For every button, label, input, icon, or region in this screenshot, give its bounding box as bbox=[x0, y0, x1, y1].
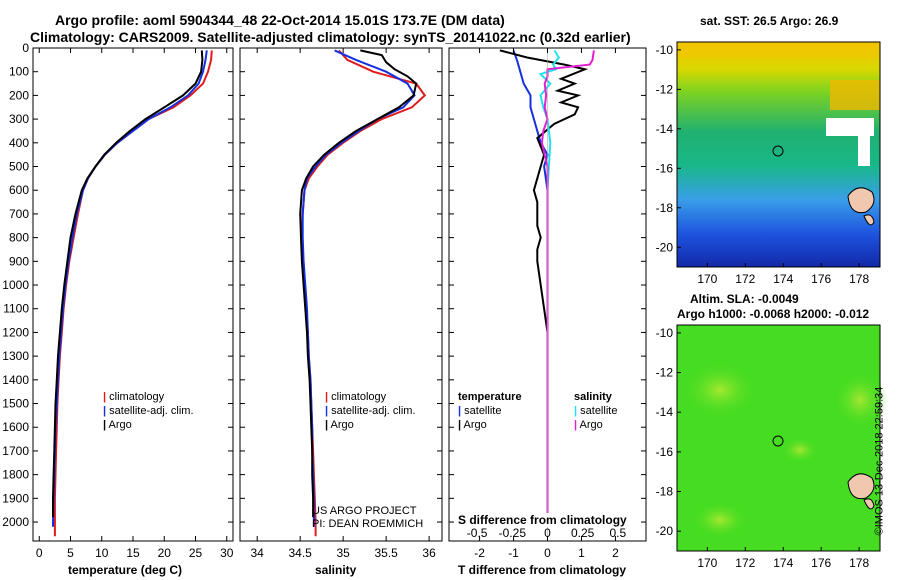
credit-stamp: ©IMOS 13-Dec-2018 22:59:34 bbox=[873, 386, 886, 536]
x-tick-label: 10 bbox=[95, 546, 109, 560]
map-y-tick-label: -14 bbox=[656, 122, 674, 136]
map-x-tick-label: 170 bbox=[697, 272, 717, 286]
s-diff-tick-label: 0 bbox=[544, 526, 551, 540]
series-line-argo-2 bbox=[499, 49, 589, 518]
x-tick-label: 35 bbox=[336, 546, 350, 560]
x-tick-label: 20 bbox=[158, 546, 172, 560]
s-diff-tick-label: 0.25 bbox=[571, 526, 595, 540]
page-title-line2: Climatology: CARS2009. Satellite-adjuste… bbox=[30, 29, 631, 45]
x-tick-label: 0 bbox=[36, 546, 43, 560]
y-tick-label: 300 bbox=[9, 112, 29, 126]
t-difference-xlabel: T difference from climatology bbox=[458, 563, 627, 577]
y-tick-label: 1400 bbox=[2, 373, 29, 387]
y-tick-label: 1000 bbox=[2, 278, 29, 292]
map-y-tick-label: -14 bbox=[656, 405, 674, 419]
diff-legend-temperature: temperature | satellite | Argo bbox=[458, 391, 522, 431]
y-tick-label: 1900 bbox=[2, 491, 29, 505]
y-tick-label: 600 bbox=[9, 183, 29, 197]
y-tick-label: 2000 bbox=[2, 515, 29, 529]
map-x-tick-label: 174 bbox=[773, 272, 793, 286]
diff-legend-salinity: salinity | satellite | Argo bbox=[574, 391, 618, 431]
page-title-line1: Argo profile: aoml 5904344_48 22-Oct-201… bbox=[55, 12, 505, 28]
x-tick-label: 0 bbox=[544, 546, 551, 560]
legend-entry-satellite: | satellite-adj. clim. bbox=[103, 405, 194, 417]
series-line-climatology-0 bbox=[53, 50, 213, 537]
y-tick-label: 700 bbox=[9, 207, 29, 221]
map-y-tick-label: -18 bbox=[656, 485, 674, 499]
x-tick-label: 34 bbox=[251, 546, 265, 560]
y-tick-label: 200 bbox=[9, 88, 29, 102]
map-y-tick-label: -20 bbox=[656, 240, 674, 254]
legend-entry-climatology: | climatology bbox=[103, 391, 165, 403]
map-y-tick-label: -16 bbox=[656, 445, 674, 459]
map-y-tick-label: -10 bbox=[656, 326, 674, 340]
map-y-tick-label: -12 bbox=[656, 366, 674, 380]
sla-map-title: Altim. SLA: -0.0049 bbox=[690, 292, 799, 306]
s-diff-tick-label: -0.5 bbox=[467, 526, 488, 540]
s-diff-tick-label: 0.5 bbox=[610, 526, 627, 540]
y-tick-label: 0 bbox=[22, 41, 29, 55]
y-tick-label: 1700 bbox=[2, 444, 29, 458]
y-tick-label: 500 bbox=[9, 160, 29, 174]
series-line-argo-1 bbox=[299, 49, 418, 518]
legend-entry-argo: | Argo bbox=[103, 419, 132, 431]
legend-entry-satellite: | satellite-adj. clim. bbox=[325, 405, 416, 417]
y-tick-label: 800 bbox=[9, 231, 29, 245]
map-y-tick-label: -20 bbox=[656, 524, 674, 538]
y-tick-label: 1600 bbox=[2, 420, 29, 434]
project-annotation: US ARGO PROJECT PI: DEAN ROEMMICH bbox=[312, 505, 424, 530]
s-diff-tick-label: -0.25 bbox=[499, 526, 527, 540]
sst-map bbox=[676, 41, 881, 268]
temperature-xlabel: temperature (deg C) bbox=[68, 563, 183, 577]
x-tick-label: 36 bbox=[422, 546, 436, 560]
y-tick-label: 1100 bbox=[3, 302, 29, 316]
x-tick-label: 15 bbox=[126, 546, 140, 560]
map-x-tick-label: 178 bbox=[849, 272, 869, 286]
y-tick-label: 1800 bbox=[2, 468, 29, 482]
map-x-tick-label: 170 bbox=[697, 556, 717, 570]
x-tick-label: 1 bbox=[578, 546, 585, 560]
sla-map-subtitle: Argo h1000: -0.0068 h2000: -0.012 bbox=[677, 307, 870, 321]
map-y-tick-label: -16 bbox=[656, 161, 674, 175]
map-y-tick-label: -18 bbox=[656, 201, 674, 215]
x-tick-label: 5 bbox=[67, 546, 74, 560]
map-x-tick-label: 174 bbox=[773, 556, 793, 570]
y-tick-label: 400 bbox=[9, 136, 29, 150]
sla-map bbox=[676, 324, 888, 552]
x-tick-label: 34.5 bbox=[288, 546, 312, 560]
map-y-tick-label: -12 bbox=[656, 82, 674, 96]
x-tick-label: -1 bbox=[508, 546, 519, 560]
y-tick-label: 1200 bbox=[2, 325, 29, 339]
x-tick-label: -2 bbox=[474, 546, 485, 560]
map-x-tick-label: 172 bbox=[735, 272, 755, 286]
x-tick-label: 35.5 bbox=[374, 546, 398, 560]
y-tick-label: 1500 bbox=[2, 397, 29, 411]
map-x-tick-label: 176 bbox=[811, 556, 831, 570]
y-tick-label: 100 bbox=[9, 65, 29, 79]
temp-legend: | climatology | satellite-adj. clim. | A… bbox=[103, 390, 194, 432]
legend-entry-climatology: | climatology bbox=[325, 391, 387, 403]
y-tick-label: 1300 bbox=[2, 349, 29, 363]
map-x-tick-label: 176 bbox=[811, 272, 831, 286]
map-y-tick-label: -10 bbox=[656, 43, 674, 57]
salinity-xlabel: salinity bbox=[315, 563, 357, 577]
sal-legend: | climatology | satellite-adj. clim. | A… bbox=[325, 390, 416, 432]
y-tick-label: 900 bbox=[9, 254, 29, 268]
s-difference-xlabel: S difference from climatology bbox=[458, 513, 627, 527]
x-tick-label: 25 bbox=[189, 546, 203, 560]
salinity-panel-frame bbox=[239, 47, 443, 542]
sst-map-title: sat. SST: 26.5 Argo: 26.9 bbox=[700, 14, 839, 28]
x-tick-label: 30 bbox=[220, 546, 234, 560]
x-tick-label: 2 bbox=[612, 546, 619, 560]
map-x-tick-label: 172 bbox=[735, 556, 755, 570]
map-x-tick-label: 178 bbox=[849, 556, 869, 570]
legend-entry-argo: | Argo bbox=[325, 419, 354, 431]
series-line-argo-0 bbox=[52, 50, 204, 518]
